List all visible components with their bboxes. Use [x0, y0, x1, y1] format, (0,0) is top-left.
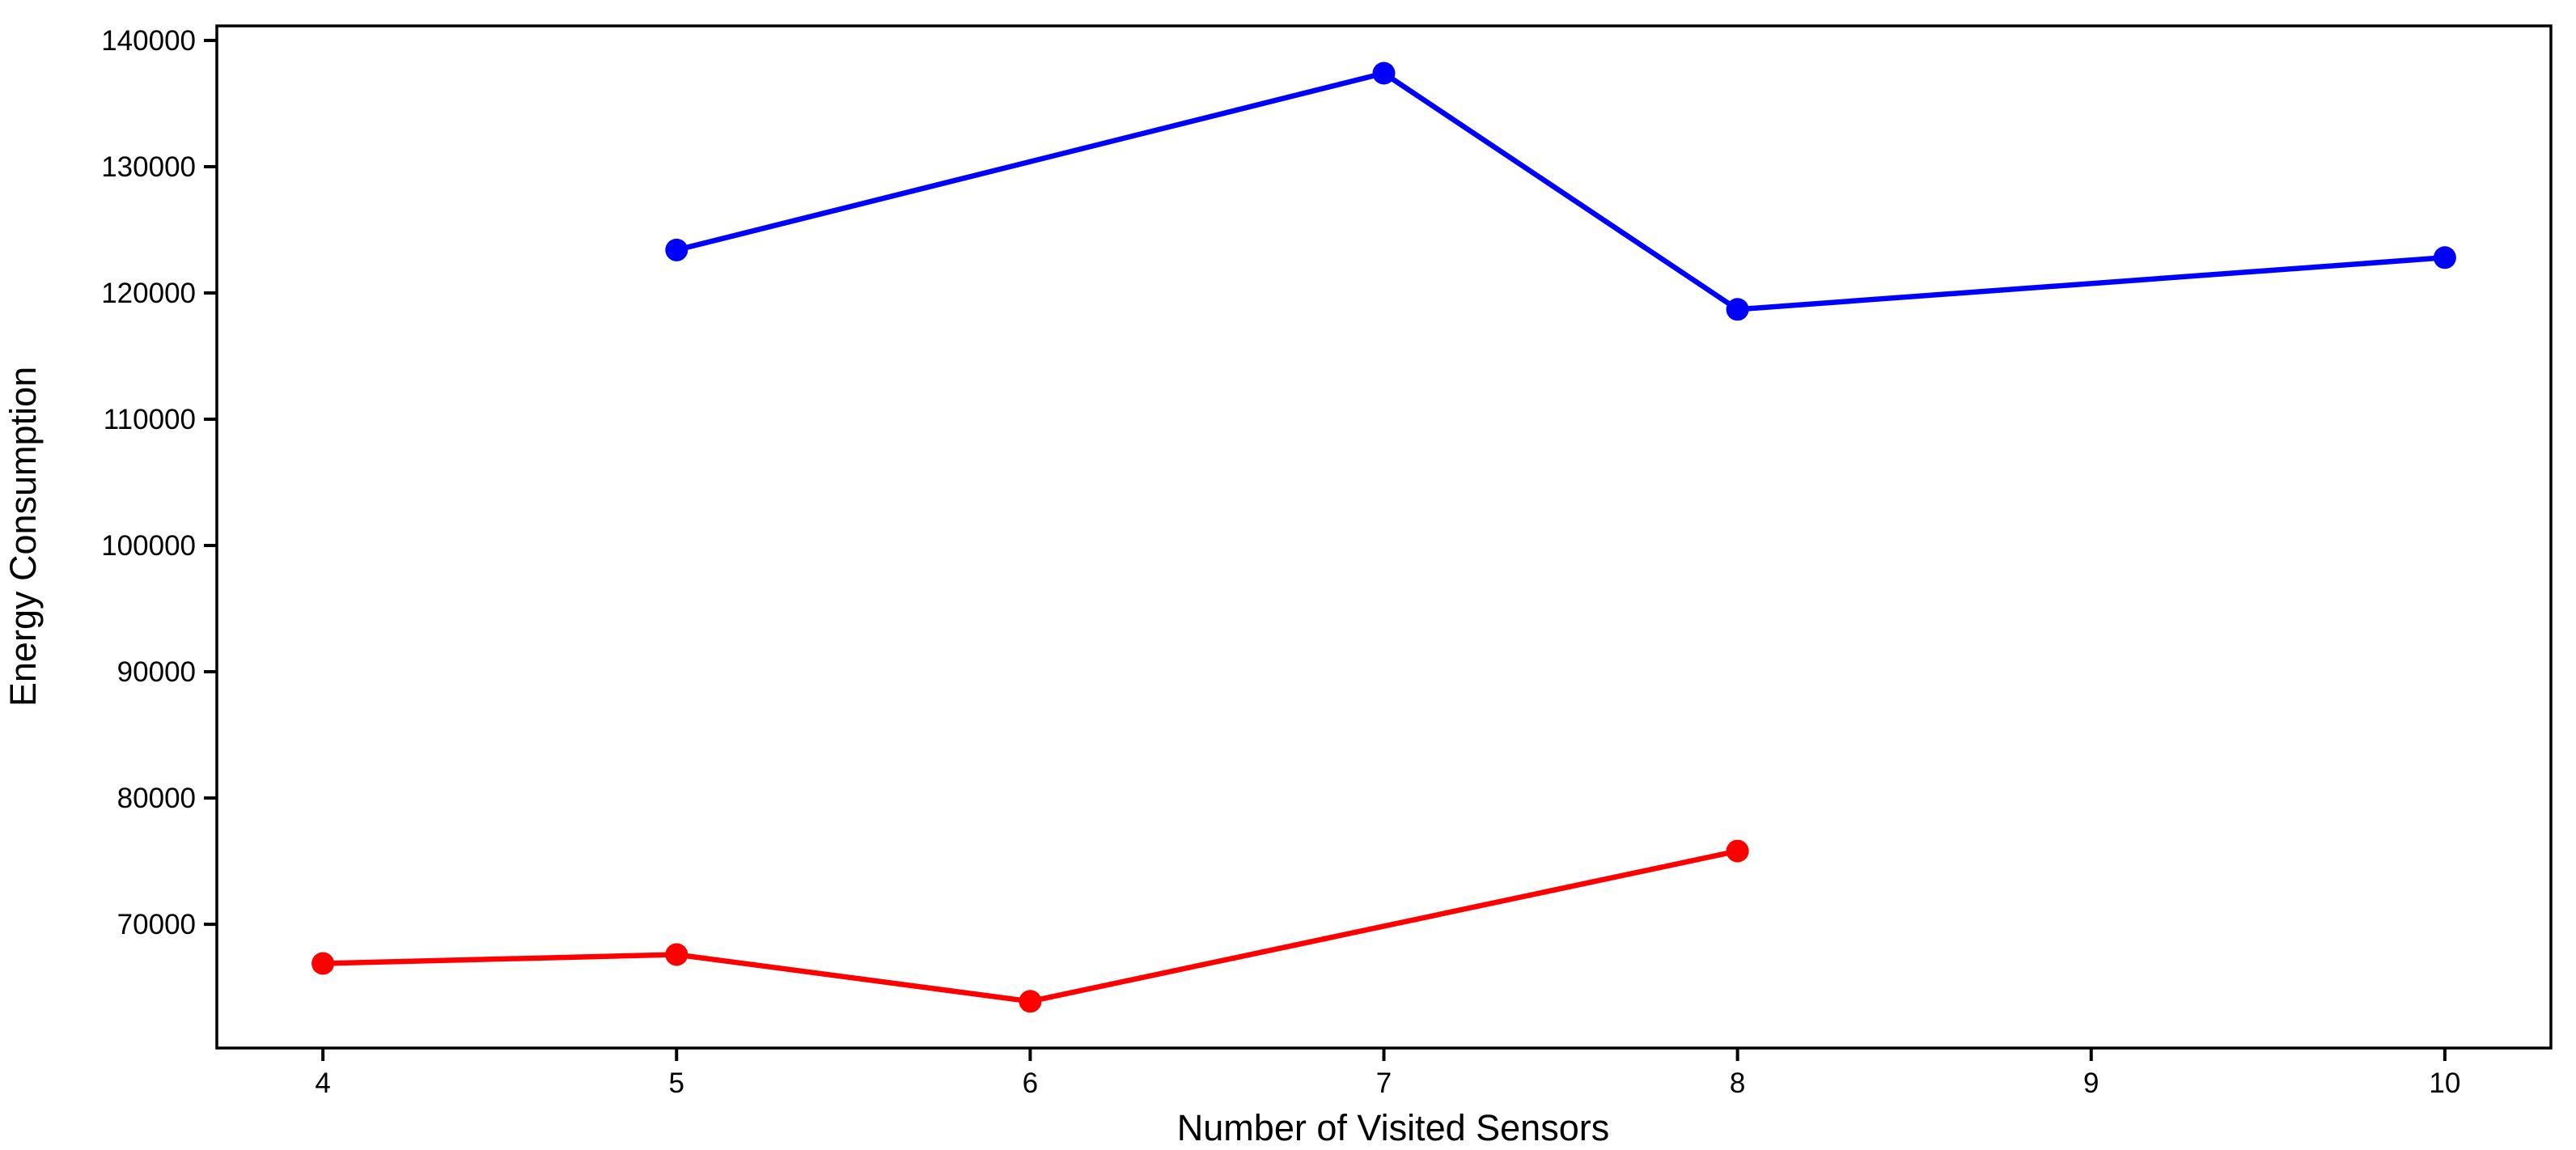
x-tick-label: 7 [1376, 1067, 1392, 1099]
y-tick-label: 130000 [101, 151, 196, 183]
x-tick-label: 6 [1023, 1067, 1038, 1099]
y-tick-label: 120000 [101, 278, 196, 309]
red-series-point [1019, 990, 1042, 1013]
x-axis-label: Number of Visited Sensors [1177, 1107, 1609, 1148]
blue-series-point [1372, 62, 1396, 85]
blue-series-point [1726, 298, 1749, 321]
x-tick-label: 5 [669, 1067, 684, 1099]
red-series-point [665, 943, 688, 966]
y-tick-label: 140000 [101, 25, 196, 57]
y-tick-label: 110000 [104, 404, 196, 435]
y-tick-label: 70000 [117, 909, 196, 940]
x-tick-label: 9 [2083, 1067, 2099, 1099]
y-tick-label: 80000 [117, 783, 196, 814]
y-tick-label: 100000 [101, 530, 196, 562]
blue-series-point [2433, 246, 2456, 269]
series-layer [311, 62, 2456, 1013]
x-tick-label: 4 [315, 1067, 330, 1099]
red-series-point [311, 952, 335, 975]
x-tick-label: 8 [1730, 1067, 1745, 1099]
red-series-point [1726, 839, 1749, 863]
red-series-line [320, 848, 1740, 1004]
y-axis-label: Energy Consumption [2, 367, 44, 707]
x-tick-label: 10 [2429, 1067, 2460, 1099]
blue-series-line [674, 70, 2448, 312]
plot-frame [215, 24, 2553, 1050]
ticks-layer: 4 5 6 7 8 9 10 70000 80000 90000 100000 110000 12000… [101, 25, 2460, 1099]
y-tick-label: 90000 [117, 656, 196, 688]
blue-series-point [665, 238, 688, 261]
